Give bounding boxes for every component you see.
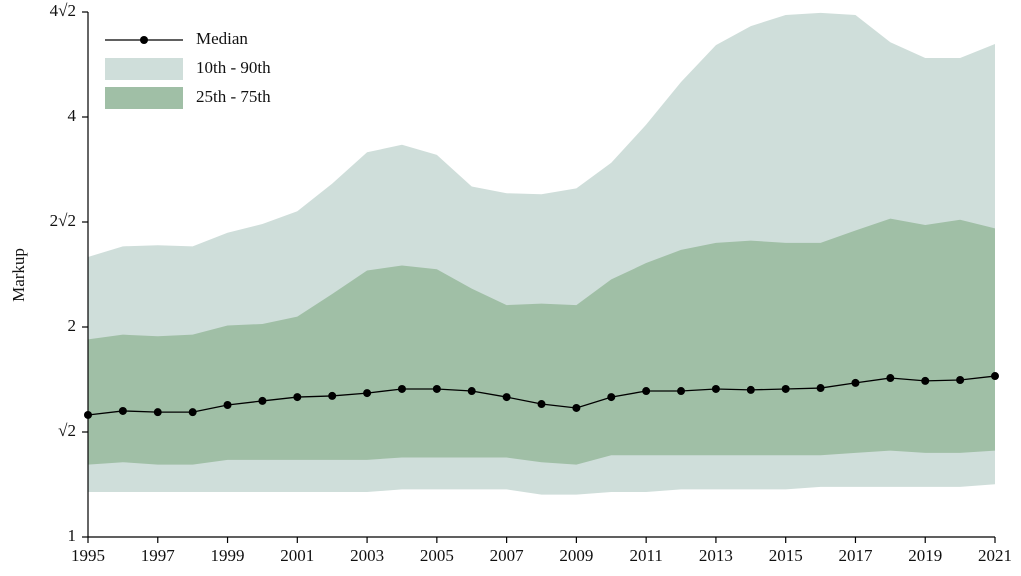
legend-marker [140,36,148,44]
x-tick-label: 2001 [280,546,314,565]
median-point [223,401,232,410]
x-tick-label: 2003 [350,546,384,565]
median-point [956,376,965,385]
median-point [502,393,511,402]
y-tick-label: 1 [68,526,77,545]
legend-patch [105,87,183,109]
median-point [991,372,999,381]
median-point [397,384,406,393]
median-point [467,387,476,396]
band [88,218,995,465]
x-tick-label: 2005 [420,546,454,565]
x-tick-label: 2013 [699,546,733,565]
x-tick-label: 1999 [211,546,245,565]
median-point [153,408,162,417]
median-point [607,393,616,402]
x-tick-label: 2019 [908,546,942,565]
median-point [816,384,825,393]
median-point [921,376,930,385]
median-point [572,403,581,412]
legend-label: Median [196,29,248,48]
median-point [188,408,197,417]
median-point [432,384,441,393]
legend-patch [105,58,183,80]
x-tick-label: 1997 [141,546,176,565]
y-axis-label: Markup [9,248,28,302]
x-tick-label: 1995 [71,546,105,565]
y-tick-label: 4 [68,106,77,125]
y-tick-label: 4√2 [50,1,76,20]
y-tick-label: 2√2 [50,211,76,230]
median-point [746,385,755,394]
legend-label: 25th - 75th [196,87,271,106]
median-point [781,384,790,393]
x-tick-label: 2015 [769,546,803,565]
x-tick-label: 2011 [629,546,662,565]
median-point [118,406,127,415]
median-point [711,384,720,393]
median-point [886,374,895,383]
median-point [293,393,302,402]
median-point [537,400,546,409]
median-point [677,387,686,396]
median-point [258,396,267,405]
x-tick-label: 2009 [559,546,593,565]
y-tick-label: √2 [58,421,76,440]
legend-label: 10th - 90th [196,58,271,77]
x-tick-label: 2021 [978,546,1012,565]
median-point [363,389,372,398]
median-point [851,378,860,387]
median-point [328,391,337,400]
x-tick-label: 2007 [490,546,525,565]
x-tick-label: 2017 [838,546,873,565]
y-tick-label: 2 [68,316,77,335]
median-point [642,387,651,396]
